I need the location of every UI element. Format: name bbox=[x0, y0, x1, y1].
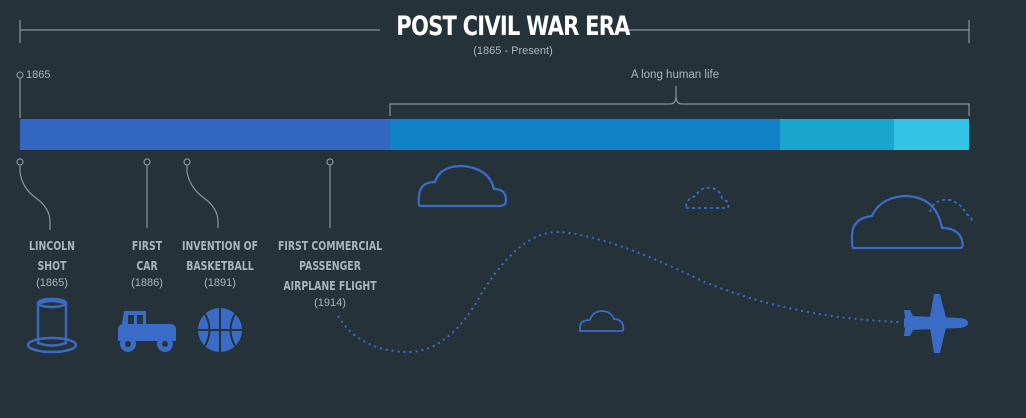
event-airplane-flight: FIRST COMMERCIAL PASSENGER AIRPLANE FLIG… bbox=[260, 236, 400, 310]
flight-path bbox=[337, 230, 901, 354]
timeline-bar bbox=[20, 119, 969, 150]
cloud-icon bbox=[579, 310, 625, 332]
car-icon bbox=[118, 311, 176, 352]
event-lincoln: LINCOLN SHOT (1865) bbox=[2, 236, 102, 290]
start-marker bbox=[16, 71, 24, 118]
life-range-label: A long human life bbox=[630, 69, 720, 81]
life-bracket bbox=[389, 86, 970, 116]
connector-basketball bbox=[183, 158, 219, 228]
event-name-line: PASSENGER bbox=[299, 259, 361, 273]
connector-lincoln bbox=[16, 158, 51, 230]
cloud-icon bbox=[850, 194, 964, 250]
header-rule bbox=[19, 20, 970, 43]
page-subtitle: (1865 - Present) bbox=[473, 45, 553, 57]
event-year: (1865) bbox=[36, 277, 68, 289]
event-name-line: BASKETBALL bbox=[186, 259, 254, 273]
bar-segment-2 bbox=[390, 119, 780, 150]
timeline-start-label: 1865 bbox=[26, 69, 51, 81]
event-year: (1891) bbox=[204, 277, 236, 289]
airplane-icon bbox=[904, 294, 968, 353]
event-basketball: INVENTION OF BASKETBALL (1891) bbox=[170, 236, 270, 290]
event-name-line: FIRST bbox=[131, 239, 163, 253]
event-name-line: CAR bbox=[136, 259, 158, 273]
connector-car bbox=[143, 158, 151, 228]
event-name-line: LINCOLN bbox=[29, 239, 75, 253]
event-name-line: INVENTION OF bbox=[181, 239, 259, 253]
cloud-icon bbox=[417, 164, 508, 208]
event-name-line: FIRST COMMERCIAL bbox=[277, 239, 383, 253]
connector-airplane bbox=[326, 158, 334, 228]
dashed-cloud-icon bbox=[929, 198, 973, 223]
event-name-line: SHOT bbox=[37, 259, 67, 273]
dashed-cloud-icon bbox=[685, 186, 730, 209]
bar-segment-1 bbox=[20, 119, 390, 150]
event-name-line: AIRPLANE FLIGHT bbox=[283, 279, 377, 293]
event-year: (1914) bbox=[314, 297, 346, 309]
basketball-icon bbox=[198, 308, 242, 352]
event-first-car: FIRST CAR (1886) bbox=[107, 236, 187, 290]
top-hat-icon bbox=[26, 297, 78, 354]
event-year: (1886) bbox=[131, 277, 163, 289]
bar-segment-4 bbox=[894, 119, 969, 150]
bar-segment-3 bbox=[780, 119, 894, 150]
page-title: POST CIVIL WAR ERA bbox=[396, 11, 630, 42]
